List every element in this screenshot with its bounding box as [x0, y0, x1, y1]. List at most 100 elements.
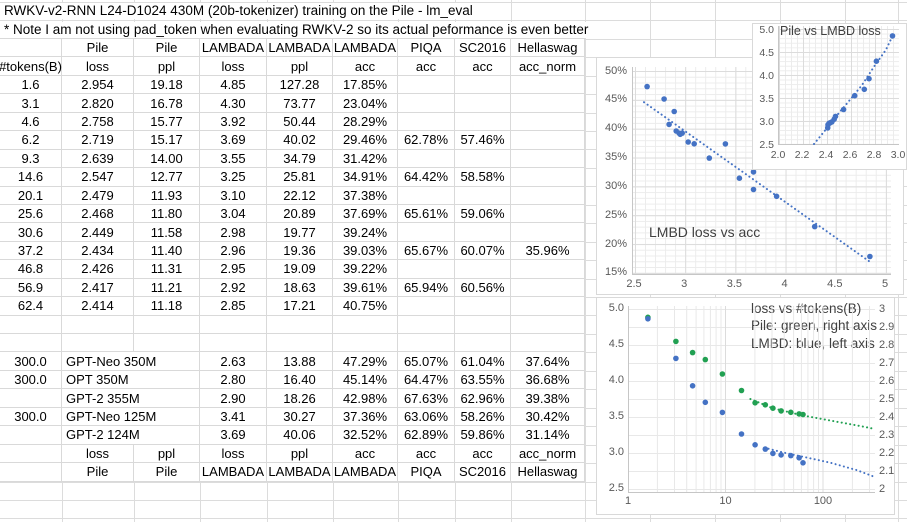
cell[interactable]: SC2016 — [455, 463, 511, 482]
cell[interactable]: 3.25 — [200, 168, 267, 187]
cell[interactable]: 58.26% — [455, 407, 511, 427]
cell[interactable]: acc_norm — [511, 444, 585, 464]
cell[interactable] — [398, 297, 455, 316]
cell[interactable]: 12.77 — [134, 168, 200, 187]
cell[interactable]: 20.1 — [0, 186, 62, 205]
cell[interactable]: 11.31 — [134, 260, 200, 279]
cell[interactable]: 3.55 — [200, 149, 267, 169]
cell[interactable]: 3.92 — [200, 112, 267, 132]
cell[interactable] — [511, 223, 585, 242]
cell[interactable]: acc — [455, 444, 511, 464]
cell[interactable]: #tokens(B) — [0, 57, 62, 76]
cell[interactable]: 19.77 — [267, 223, 333, 242]
cell[interactable]: 3.10 — [200, 186, 267, 205]
cell[interactable]: 29.46% — [333, 131, 398, 150]
cell[interactable]: LAMBADA — [200, 39, 267, 58]
sheet-note-cell[interactable]: * Note I am not using pad_token when eva… — [2, 21, 591, 38]
cell[interactable]: 19.18 — [134, 75, 200, 95]
cell[interactable] — [455, 260, 511, 279]
cell[interactable]: 61.04% — [455, 352, 511, 371]
cell[interactable] — [333, 315, 398, 334]
cell[interactable]: 67.63% — [398, 389, 455, 408]
cell[interactable]: 2.820 — [62, 94, 134, 113]
cell[interactable]: 39.22% — [333, 260, 398, 279]
cell[interactable]: 62.4 — [0, 297, 62, 316]
cell[interactable] — [267, 334, 333, 353]
cell[interactable]: acc — [333, 444, 398, 464]
cell[interactable]: 63.55% — [455, 370, 511, 390]
cell[interactable] — [398, 94, 455, 113]
cell[interactable]: 39.38% — [511, 389, 585, 408]
cell[interactable] — [398, 334, 455, 353]
cell[interactable]: 34.91% — [333, 168, 398, 187]
cell[interactable]: 2.95 — [200, 260, 267, 279]
cell[interactable]: 2.434 — [62, 241, 134, 261]
cell[interactable]: 31.42% — [333, 149, 398, 169]
cell[interactable]: 65.94% — [398, 278, 455, 298]
cell[interactable] — [511, 75, 585, 95]
cell[interactable]: 15.77 — [134, 112, 200, 132]
sheet-title-cell[interactable]: RWKV-v2-RNN L24-D1024 430M (20b-tokenize… — [2, 3, 475, 19]
cell[interactable]: loss — [200, 57, 267, 76]
model-name-cell[interactable]: GPT-2 124M — [62, 426, 200, 445]
cell[interactable]: 60.56% — [455, 278, 511, 298]
cell[interactable]: 3.1 — [0, 94, 62, 113]
cell[interactable]: 16.78 — [134, 94, 200, 113]
cell[interactable]: 2.426 — [62, 260, 134, 279]
cell[interactable]: 30.27 — [267, 407, 333, 427]
cell[interactable]: 11.93 — [134, 186, 200, 205]
cell[interactable]: 2.719 — [62, 131, 134, 150]
cell[interactable] — [511, 278, 585, 298]
cell[interactable]: 73.77 — [267, 94, 333, 113]
cell[interactable]: 11.80 — [134, 204, 200, 224]
cell[interactable]: 2.417 — [62, 278, 134, 298]
cell[interactable]: ppl — [267, 444, 333, 464]
cell[interactable] — [511, 149, 585, 169]
cell[interactable]: 56.9 — [0, 278, 62, 298]
cell[interactable] — [333, 334, 398, 353]
cell[interactable]: loss — [62, 57, 134, 76]
cell[interactable]: 31.14% — [511, 426, 585, 445]
cell[interactable]: 2.90 — [200, 389, 267, 408]
cell[interactable] — [0, 444, 62, 464]
cell[interactable]: 15.17 — [134, 131, 200, 150]
cell[interactable]: 37.64% — [511, 352, 585, 371]
cell[interactable]: 1.6 — [0, 75, 62, 95]
cell[interactable]: 300.0 — [0, 407, 62, 427]
cell[interactable]: 3.04 — [200, 204, 267, 224]
cell[interactable]: 65.61% — [398, 204, 455, 224]
cell[interactable]: 13.88 — [267, 352, 333, 371]
cell[interactable]: loss — [62, 444, 134, 464]
cell[interactable]: LAMBADA — [200, 463, 267, 482]
cell[interactable]: 2.758 — [62, 112, 134, 132]
cell[interactable] — [200, 315, 267, 334]
model-name-cell[interactable]: GPT-Neo 125M — [62, 407, 200, 427]
cell[interactable] — [511, 94, 585, 113]
cell[interactable] — [62, 334, 134, 353]
cell[interactable] — [398, 260, 455, 279]
cell[interactable]: Pile — [134, 39, 200, 58]
cell[interactable]: 20.89 — [267, 204, 333, 224]
cell[interactable] — [511, 204, 585, 224]
cell[interactable]: 25.81 — [267, 168, 333, 187]
cell[interactable]: SC2016 — [455, 39, 511, 58]
cell[interactable]: Pile — [62, 39, 134, 58]
cell[interactable]: 2.414 — [62, 297, 134, 316]
cell[interactable] — [0, 463, 62, 482]
cell[interactable]: 19.09 — [267, 260, 333, 279]
cell[interactable]: 60.07% — [455, 241, 511, 261]
cell[interactable]: PIQA — [398, 463, 455, 482]
cell[interactable]: 2.639 — [62, 149, 134, 169]
cell[interactable] — [455, 149, 511, 169]
cell[interactable]: 32.52% — [333, 426, 398, 445]
cell[interactable]: 4.6 — [0, 112, 62, 132]
cell[interactable]: 2.479 — [62, 186, 134, 205]
cell[interactable]: 65.07% — [398, 352, 455, 371]
cell[interactable] — [398, 315, 455, 334]
cell[interactable]: acc — [455, 57, 511, 76]
cell[interactable]: 3.41 — [200, 407, 267, 427]
cell[interactable]: 46.8 — [0, 260, 62, 279]
cell[interactable]: 14.6 — [0, 168, 62, 187]
cell[interactable] — [511, 334, 585, 353]
cell[interactable]: 65.67% — [398, 241, 455, 261]
